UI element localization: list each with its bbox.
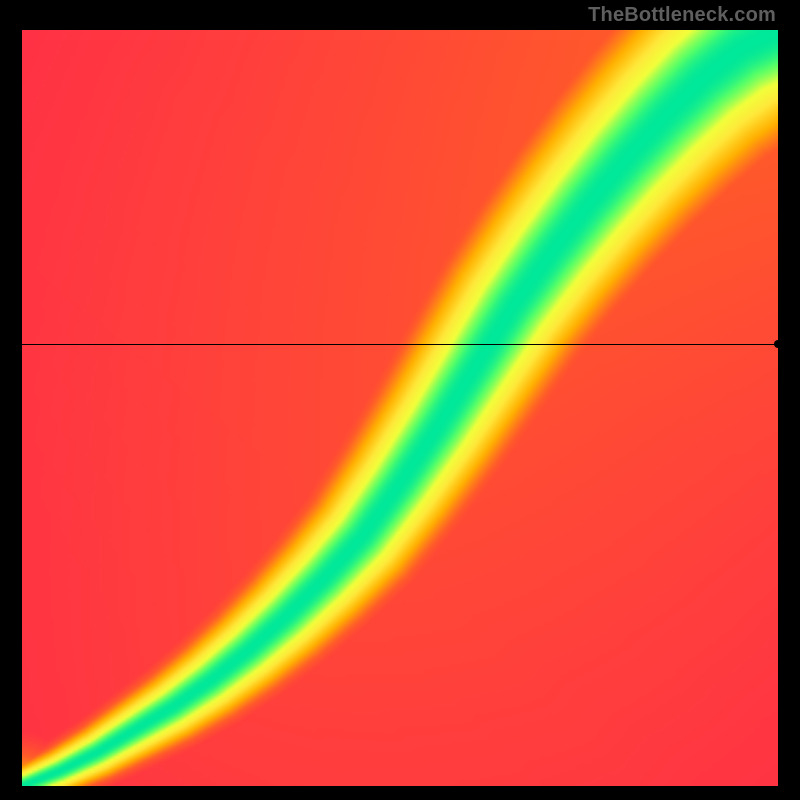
watermark-text: TheBottleneck.com	[588, 4, 776, 27]
marker-dot	[774, 340, 782, 348]
heatmap-plot	[22, 30, 778, 786]
marker-horizontal-line	[22, 344, 778, 345]
heatmap-canvas	[22, 30, 778, 786]
chart-frame: TheBottleneck.com	[0, 0, 800, 800]
